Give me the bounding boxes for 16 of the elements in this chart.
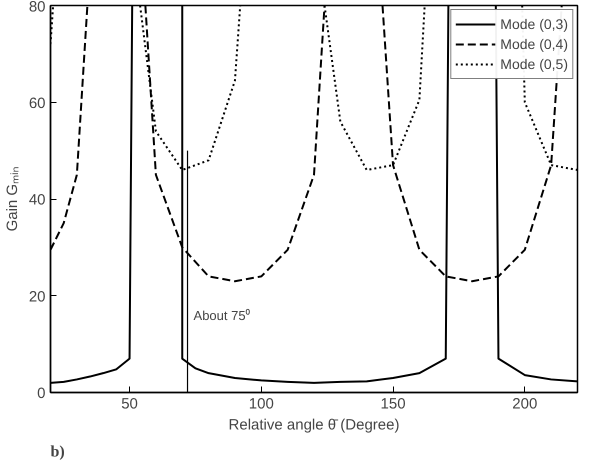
y-tick-label: 60	[28, 94, 46, 112]
legend-label: Mode (0,3)	[500, 16, 568, 32]
x-tick-label: 100	[248, 396, 274, 412]
ref-line-label: About 75⁰	[194, 308, 251, 323]
legend-label: Mode (0,4)	[500, 36, 568, 52]
y-tick-label: 20	[28, 288, 46, 306]
x-tick-label: 200	[512, 396, 538, 412]
y-tick-label: 0	[37, 385, 46, 402]
x-tick-label: 150	[380, 396, 406, 412]
x-axis-title: Relative angle θ̄ (Degree)	[228, 416, 400, 434]
y-axis-title: Gain Gₘᵢₙ	[4, 166, 21, 232]
legend-label: Mode (0,5)	[500, 56, 568, 72]
text: b)	[50, 444, 65, 460]
x-tick-label: 50	[121, 396, 138, 412]
y-tick-label: 40	[28, 192, 46, 208]
y-tick-label: 80	[28, 0, 46, 16]
